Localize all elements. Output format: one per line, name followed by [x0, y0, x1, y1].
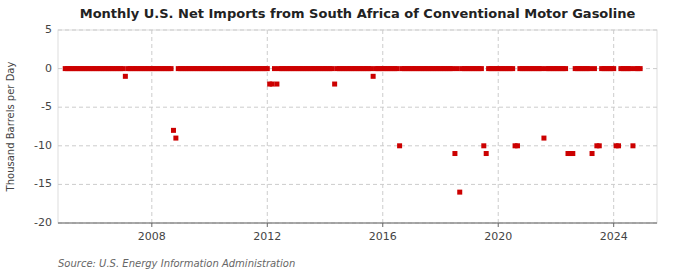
point	[368, 66, 373, 71]
point	[455, 66, 460, 71]
point	[616, 143, 621, 148]
point	[539, 66, 544, 71]
point	[270, 82, 275, 87]
x-grid-line	[267, 30, 268, 223]
x-tick	[267, 223, 268, 227]
point	[397, 143, 402, 148]
point	[171, 128, 176, 133]
point	[265, 66, 270, 71]
point	[274, 82, 279, 87]
point	[450, 66, 455, 71]
y-grid-line	[58, 30, 657, 31]
point	[628, 66, 633, 71]
point	[592, 66, 597, 71]
point	[272, 66, 277, 71]
point	[481, 143, 486, 148]
y-tick-label: -20	[34, 216, 52, 229]
y-grid-line	[58, 145, 657, 146]
point	[587, 66, 592, 71]
points	[63, 66, 643, 195]
point	[330, 66, 335, 71]
grid	[58, 30, 657, 223]
x-tick-label: 2020	[484, 230, 512, 243]
point	[332, 82, 337, 87]
point	[638, 66, 643, 71]
y-grid-line	[58, 184, 657, 185]
x-grid-line	[498, 30, 499, 223]
x-tick	[151, 223, 152, 227]
point	[510, 66, 515, 71]
x-tick-label: 2024	[600, 230, 628, 243]
y-tick-label: -10	[34, 139, 52, 152]
point	[630, 143, 635, 148]
x-tick-label: 2008	[138, 230, 166, 243]
point	[597, 143, 602, 148]
point	[479, 66, 484, 71]
point	[123, 74, 128, 79]
point	[120, 66, 125, 71]
x-grid-line	[613, 30, 614, 223]
point	[169, 66, 174, 71]
x-grid-line	[382, 30, 383, 223]
point	[452, 151, 457, 156]
x-tick	[382, 223, 383, 227]
y-tick-label: 5	[45, 23, 52, 36]
source: Source: U.S. Energy Information Administ…	[58, 258, 295, 269]
x-tick-label: 2012	[253, 230, 281, 243]
y-grid-line	[58, 223, 657, 224]
x-tick-label: 2016	[369, 230, 397, 243]
point	[457, 190, 462, 195]
chart: -20 -15 -10 -5 0 5 2008 2012 2016 2020 2024 Monthly…	[0, 0, 675, 275]
y-tick-label: -15	[34, 177, 52, 190]
y-tick-label: -5	[41, 100, 52, 113]
point	[371, 74, 376, 79]
point	[515, 143, 520, 148]
point	[173, 136, 178, 141]
point	[541, 136, 546, 141]
y-tick-label: 0	[45, 62, 52, 75]
point	[611, 66, 616, 71]
point	[570, 151, 575, 156]
plot-area	[58, 30, 657, 223]
x-tick	[613, 223, 614, 227]
x-axis-line	[58, 223, 657, 224]
title: Monthly U.S. Net Imports from South Afri…	[80, 6, 636, 21]
point	[590, 151, 595, 156]
point	[563, 66, 568, 71]
point	[484, 151, 489, 156]
point	[395, 66, 400, 71]
x-grid-line	[151, 30, 152, 223]
y-grid-line	[58, 107, 657, 108]
y-axis-label: Thousand Barrels per Day	[5, 62, 16, 193]
x-tick	[498, 223, 499, 227]
